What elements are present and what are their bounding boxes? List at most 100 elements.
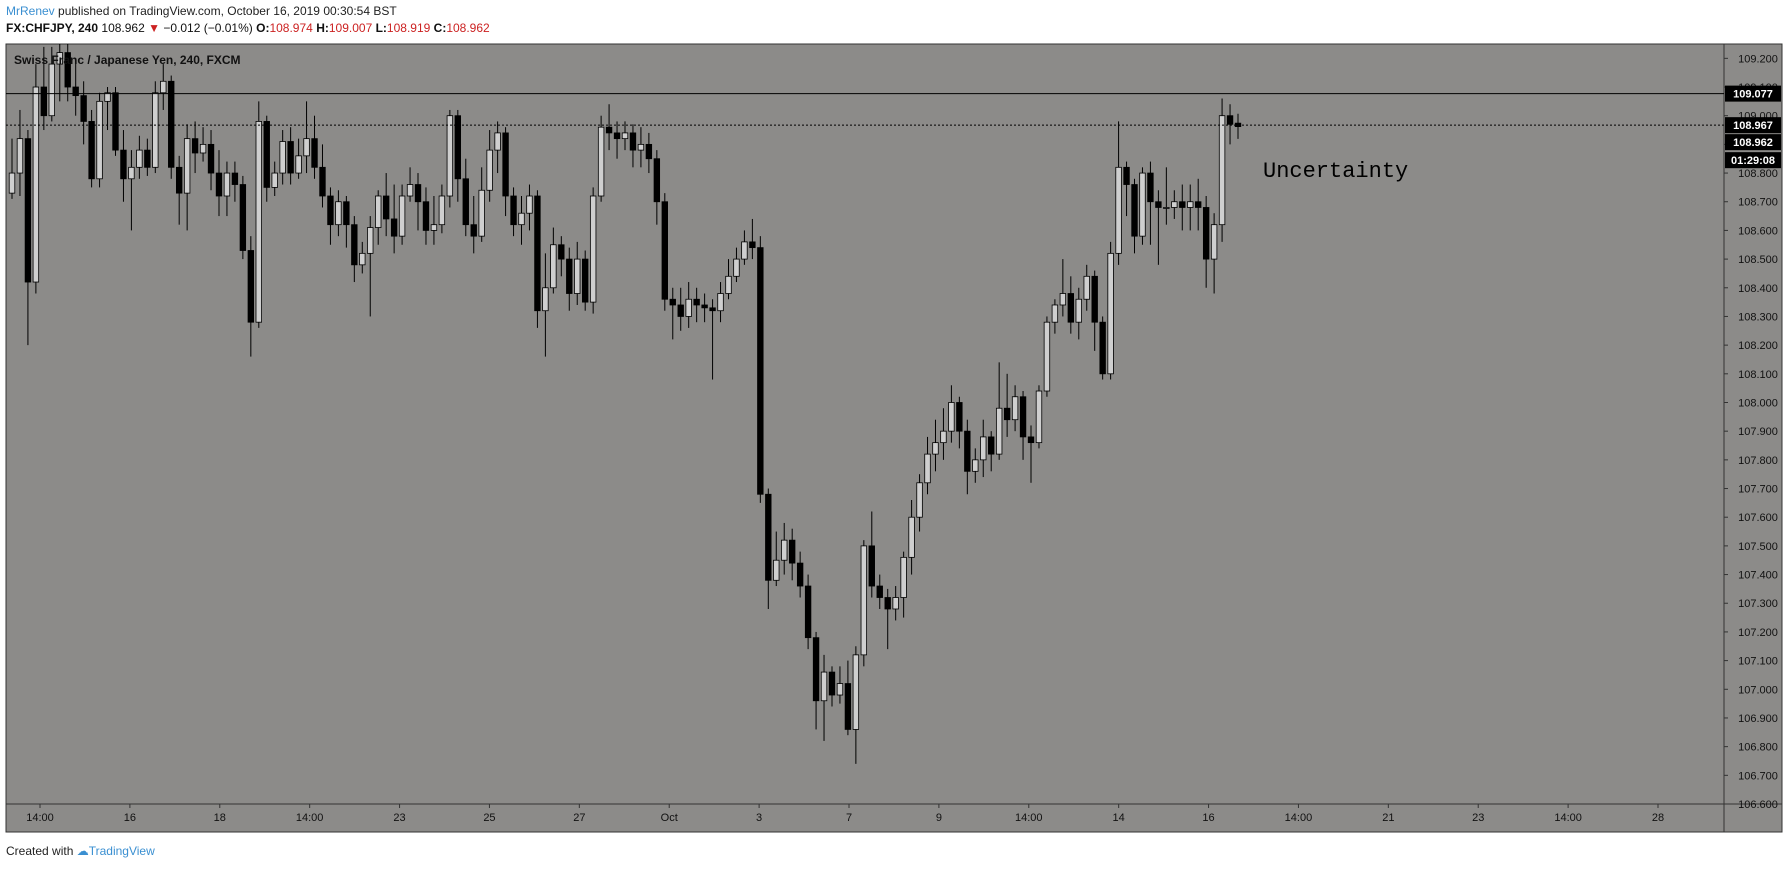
price-label-box <box>1725 117 1781 134</box>
candle <box>24 130 32 346</box>
candle <box>980 419 987 478</box>
candle <box>661 193 668 311</box>
candle-body <box>199 143 207 154</box>
candle-body <box>80 95 87 122</box>
candle-body <box>1019 396 1027 438</box>
candle <box>566 247 573 311</box>
candle <box>972 448 979 483</box>
candle <box>494 121 501 174</box>
candle <box>645 132 653 174</box>
candle <box>454 109 462 202</box>
candle <box>462 158 469 237</box>
candle-body <box>1226 115 1234 125</box>
candle <box>1123 161 1130 217</box>
annotation-uncertainty[interactable]: Uncertainty <box>1263 159 1408 184</box>
tradingview-link[interactable]: TradingView <box>88 844 155 858</box>
candle-body <box>319 166 326 197</box>
countdown-box <box>1725 152 1781 169</box>
candle <box>414 173 422 231</box>
y-tick-label: 107.900 <box>1738 426 1778 438</box>
candle <box>96 92 103 188</box>
y-tick-label: 107.100 <box>1738 656 1778 668</box>
candle <box>271 161 278 196</box>
candle-body <box>446 115 454 197</box>
candle <box>860 540 868 667</box>
candle <box>446 109 454 208</box>
time-axis[interactable] <box>5 803 1725 833</box>
candle-body <box>279 141 286 174</box>
candle-body <box>438 195 446 226</box>
y-tick-label: 107.600 <box>1738 512 1778 524</box>
high-value: 109.007 <box>328 21 373 35</box>
candle-body <box>1075 298 1082 323</box>
candle <box>223 161 231 217</box>
candle <box>550 227 557 294</box>
y-tick-label: 107.400 <box>1738 570 1778 582</box>
candle-body <box>1115 166 1122 254</box>
candle-body <box>558 244 565 260</box>
symbol-info: FX:CHFJPY, 240 108.962 ▼ −0.012 (−0.01%)… <box>6 21 490 35</box>
candle <box>1210 213 1218 294</box>
candle <box>820 654 828 741</box>
last-price: 108.962 <box>101 21 145 35</box>
candle-body <box>494 132 501 151</box>
candle <box>1163 167 1170 225</box>
price-lines: 109.077 108.967 108.962 01:29:08 <box>6 85 1781 169</box>
candle <box>796 551 804 598</box>
candle <box>88 109 95 188</box>
x-axis-ticks: 14:00 16 18 14:00 23 25 27 Oct 3 7 9 14:00 14 16 14:00… <box>26 804 1664 824</box>
candle <box>1155 190 1162 265</box>
candle-body <box>916 482 923 518</box>
candle <box>48 46 55 122</box>
candle-body <box>502 132 509 197</box>
candle <box>1115 121 1122 265</box>
candle-body <box>152 92 159 168</box>
author-link[interactable]: MrRenev <box>6 4 55 18</box>
candle-body <box>24 138 32 283</box>
footer: Created with ☁TradingView <box>6 844 155 858</box>
candle <box>653 150 661 225</box>
candle-body <box>1027 436 1035 444</box>
candle <box>32 64 40 294</box>
candle-body <box>1131 184 1138 237</box>
down-arrow-icon: ▼ <box>148 21 161 35</box>
candle-body <box>788 539 796 564</box>
candle <box>1043 316 1051 397</box>
candle-body <box>398 195 406 237</box>
candle-body <box>980 436 987 461</box>
candle <box>311 115 318 179</box>
candle-body <box>876 585 883 598</box>
candle <box>1019 391 1027 460</box>
candle <box>144 138 151 176</box>
x-tick-label: 27 <box>573 812 585 824</box>
x-tick-label: 18 <box>214 812 226 824</box>
candle-body <box>8 172 16 194</box>
candle <box>1131 178 1138 254</box>
price-axis[interactable] <box>1723 43 1783 805</box>
candle-body <box>637 143 645 151</box>
x-tick-label: 7 <box>846 812 852 824</box>
candle <box>175 155 183 225</box>
x-tick-label: 14:00 <box>1285 812 1313 824</box>
candle <box>773 531 780 587</box>
candle <box>351 216 358 283</box>
candle-body <box>995 407 1003 455</box>
price-label-box <box>1725 85 1781 102</box>
candle-body <box>972 459 979 472</box>
x-tick-label: 23 <box>1472 812 1484 824</box>
candle-body <box>375 195 382 228</box>
candle <box>136 135 143 179</box>
candle-body <box>1123 166 1130 185</box>
candle <box>1202 196 1210 288</box>
candle <box>128 150 135 231</box>
candle-body <box>1187 201 1194 208</box>
candle-body <box>1139 172 1146 237</box>
candle-body <box>247 250 255 323</box>
candle-body <box>1003 407 1011 421</box>
candle <box>72 58 79 116</box>
candle-body <box>1155 201 1162 208</box>
x-tick-label: 16 <box>1202 812 1214 824</box>
y-tick-label: 106.600 <box>1738 799 1778 811</box>
y-tick-label: 108.200 <box>1738 340 1778 352</box>
